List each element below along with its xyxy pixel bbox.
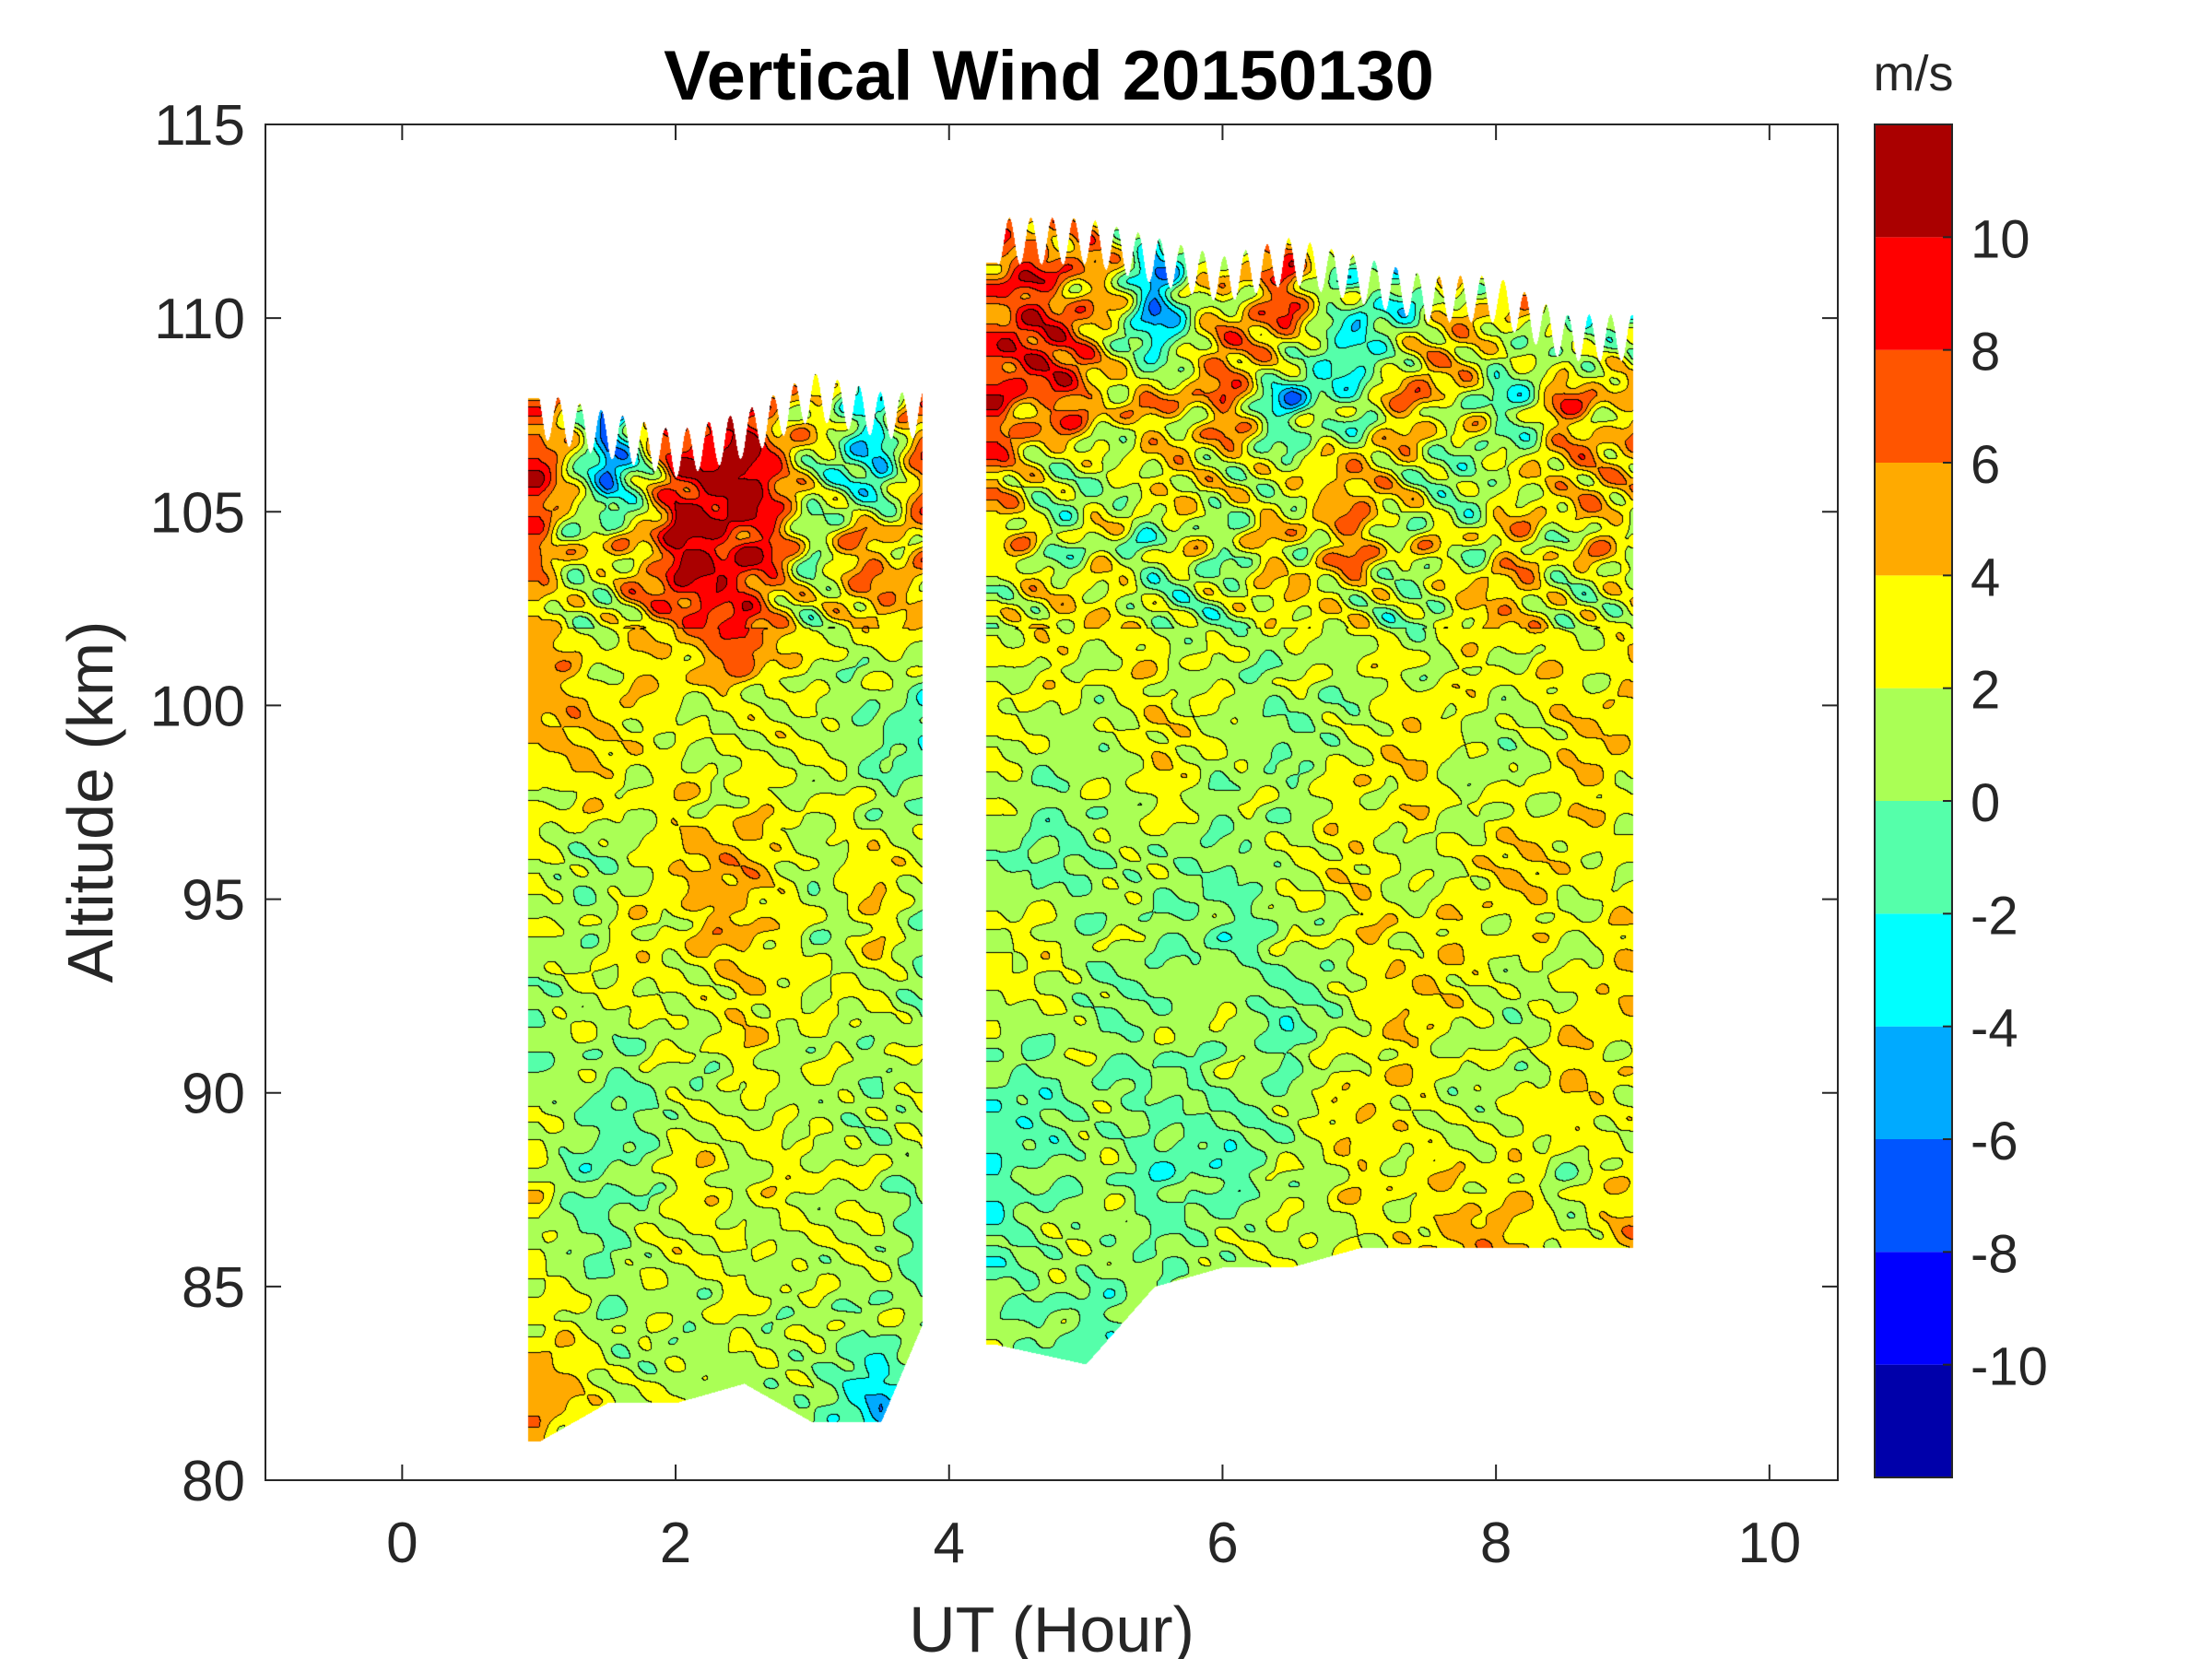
- chart-title: Vertical Wind 20150130: [664, 37, 1434, 115]
- colorbar-tick-label: -8: [1971, 1224, 2018, 1284]
- colorbar-swatch: [1875, 1026, 1952, 1139]
- colorbar-swatch: [1875, 575, 1952, 688]
- x-tick-label: 10: [1737, 1512, 1801, 1575]
- x-axis-label: UT (Hour): [909, 1594, 1194, 1659]
- plot-axes: [265, 124, 1839, 1481]
- colorbar-swatch: [1875, 913, 1952, 1027]
- colorbar-tick-label: 8: [1971, 323, 2000, 382]
- colorbar-tick-label: -2: [1971, 886, 2018, 946]
- x-tick-label: 2: [660, 1512, 691, 1575]
- colorbar-swatch: [1875, 801, 1952, 914]
- y-tick-label: 90: [182, 1063, 245, 1126]
- colorbar-tick-label: 2: [1971, 661, 2000, 721]
- plot-frame: [265, 124, 1839, 1481]
- x-axis: 0 2 4 6 8 10: [386, 124, 1801, 1575]
- x-tick-label: 6: [1206, 1512, 1238, 1575]
- colorbar-swatch: [1875, 1364, 1952, 1477]
- colorbar-tick-label: -6: [1971, 1112, 2018, 1171]
- colorbar-swatch: [1875, 349, 1952, 463]
- colorbar-label: m/s: [1874, 46, 1954, 101]
- y-tick-label: 80: [182, 1450, 245, 1513]
- x-tick-label: 0: [386, 1512, 418, 1575]
- contour-field: [265, 124, 1838, 1480]
- colorbar-tick-label: 0: [1971, 773, 2000, 833]
- y-tick-label: 115: [154, 94, 245, 158]
- colorbar-swatch: [1875, 1252, 1952, 1365]
- colorbar-swatch: [1875, 688, 1952, 801]
- y-axis: 80 85 90 95 100 105 110 115: [150, 94, 1838, 1513]
- colorbar-swatch: [1875, 237, 1952, 350]
- y-tick-label: 95: [182, 869, 245, 933]
- y-tick-label: 110: [154, 288, 245, 351]
- x-tick-label: 4: [933, 1512, 964, 1575]
- colorbar-tick-label: 4: [1971, 547, 2000, 607]
- x-tick-label: 8: [1480, 1512, 1512, 1575]
- colorbar: -10 -8 -6 -4 -2 0 2 4 6 8 10: [1874, 124, 2048, 1478]
- y-tick-label: 100: [150, 675, 245, 738]
- colorbar-swatch: [1875, 1139, 1952, 1253]
- colorbar-tick-label: -10: [1971, 1337, 2048, 1397]
- colorbar-swatch: [1875, 463, 1952, 576]
- colorbar-swatch: [1875, 124, 1952, 238]
- y-tick-label: 105: [150, 481, 245, 545]
- colorbar-tick-label: 6: [1971, 435, 2000, 495]
- colorbar-tick-label: -4: [1971, 999, 2018, 1059]
- y-tick-label: 85: [182, 1256, 245, 1320]
- y-axis-label: Altitude (km): [54, 621, 126, 983]
- colorbar-tick-label: 10: [1971, 209, 2030, 269]
